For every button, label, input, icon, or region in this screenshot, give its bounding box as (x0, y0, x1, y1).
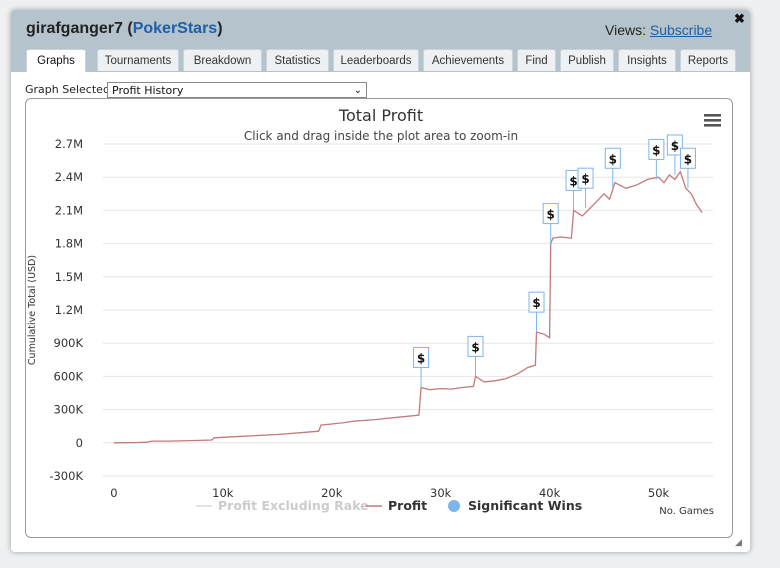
paren-close: ) (217, 20, 223, 37)
flag-label: $ (417, 351, 425, 365)
flag-box (467, 335, 484, 357)
y-tick-label: 2.7M (55, 137, 83, 151)
flag-box (542, 203, 559, 225)
y-tick-label: 900K (54, 336, 84, 350)
tab-statistics[interactable]: Statistics (266, 49, 329, 71)
menu-icon[interactable] (704, 114, 721, 127)
tab-reports[interactable]: Reports (680, 49, 736, 71)
significant-win-flag[interactable]: $ (577, 167, 594, 209)
y-tick-label: 1.2M (55, 303, 83, 317)
menu-bar (704, 114, 721, 117)
flag-box (604, 147, 621, 169)
resize-handle-icon[interactable]: ◢ (735, 537, 742, 547)
significant-win-flag[interactable]: $ (542, 203, 559, 244)
flag-box (528, 291, 545, 313)
close-icon[interactable]: ✖ (734, 11, 745, 26)
tab-publish[interactable]: Publish (560, 49, 614, 71)
x-tick-label: 0 (110, 486, 117, 500)
views-label: Views: (605, 22, 646, 38)
flag-box (413, 346, 430, 368)
y-tick-label: 2.1M (55, 203, 83, 217)
title-bar: girafganger7 (PokerStars) Views: Subscri… (11, 10, 750, 72)
profit-chart[interactable]: Total Profit Click and drag inside the pl… (26, 99, 732, 537)
x-tick-label: 40k (539, 486, 561, 500)
x-tick-label: 50k (648, 486, 670, 500)
significant-win-flag[interactable]: $ (528, 291, 545, 333)
chart-title: Total Profit (338, 106, 423, 125)
y-axis-label: Cumulative Total (USD) (27, 255, 38, 365)
x-axis-label: No. Games (659, 506, 714, 517)
tab-tournaments[interactable]: Tournaments (97, 49, 179, 71)
legend-item[interactable]: Significant Wins (448, 498, 582, 513)
chevron-down-icon: ⌄ (353, 85, 362, 96)
subscribe-link[interactable]: Subscribe (649, 22, 713, 38)
graph-window: girafganger7 (PokerStars) Views: Subscri… (11, 10, 750, 552)
significant-win-flag[interactable]: $ (648, 138, 665, 180)
legend-label: Profit Excluding Rake (218, 498, 369, 513)
flag-label: $ (547, 208, 555, 222)
graph-select[interactable]: Profit History ⌄ (107, 82, 367, 98)
significant-win-flag[interactable]: $ (679, 147, 696, 189)
legend-marker (448, 500, 460, 512)
tab-find[interactable]: Find (517, 49, 556, 71)
legend-item[interactable]: Profit Excluding Rake (196, 498, 369, 513)
x-tick-label: 30k (430, 486, 452, 500)
views-area: Views: Subscribe (605, 22, 712, 38)
tab-leaderboards[interactable]: Leaderboards (333, 49, 419, 71)
flag-label: $ (671, 139, 679, 153)
flag-label: $ (684, 152, 692, 166)
tab-achievements[interactable]: Achievements (423, 49, 513, 71)
graph-selected-label: Graph Selected: (25, 83, 114, 96)
flag-label: $ (609, 152, 617, 166)
flag-box (679, 147, 696, 169)
legend-item[interactable]: Profit (366, 498, 427, 513)
legend-label: Profit (388, 498, 427, 513)
y-tick-label: 300K (54, 403, 84, 417)
flag-box (577, 167, 594, 189)
legend-label: Significant Wins (468, 498, 582, 513)
tab-breakdown[interactable]: Breakdown (183, 49, 262, 71)
flag-label: $ (569, 174, 577, 188)
significant-win-flag[interactable]: $ (413, 346, 430, 388)
y-tick-label: 600K (54, 369, 84, 383)
x-tick-label: 20k (321, 486, 343, 500)
menu-bar (704, 124, 721, 127)
tab-insights[interactable]: Insights (618, 49, 676, 71)
significant-win-flag[interactable]: $ (604, 147, 621, 189)
player-name: girafganger7 (26, 20, 123, 37)
flag-label: $ (581, 172, 589, 186)
flag-label: $ (532, 296, 540, 310)
y-tick-label: 0 (76, 436, 83, 450)
series-line-profit (113, 170, 703, 444)
tab-graphs[interactable]: Graphs (26, 49, 86, 72)
y-tick-label: 1.8M (55, 237, 83, 251)
flag-label: $ (652, 143, 660, 157)
chart-container[interactable]: Total Profit Click and drag inside the pl… (25, 98, 733, 538)
y-tick-label: -300K (49, 469, 83, 483)
flag-label: $ (471, 340, 479, 354)
significant-win-flag[interactable]: $ (666, 134, 683, 175)
site-name: PokerStars (132, 20, 218, 37)
flag-box (666, 134, 683, 156)
significant-win-flag[interactable]: $ (467, 335, 484, 377)
menu-bar (704, 119, 721, 122)
y-tick-label: 1.5M (55, 270, 83, 284)
paren-open: ( (127, 20, 133, 37)
graph-select-value: Profit History (112, 84, 184, 97)
player-heading: girafganger7 (PokerStars) (26, 20, 223, 38)
x-tick-label: 10k (212, 486, 234, 500)
chart-subtitle: Click and drag inside the plot area to z… (244, 129, 518, 143)
flag-box (648, 138, 665, 160)
y-tick-label: 2.4M (55, 170, 83, 184)
